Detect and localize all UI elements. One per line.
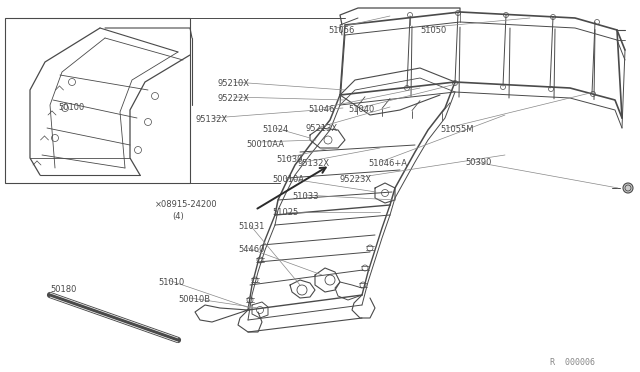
Text: 50010A: 50010A bbox=[272, 175, 304, 184]
Text: 51046+A: 51046+A bbox=[368, 159, 407, 168]
Text: (4): (4) bbox=[172, 212, 184, 221]
Text: 54460: 54460 bbox=[238, 245, 264, 254]
Text: 95132X: 95132X bbox=[196, 115, 228, 124]
Text: 95223X: 95223X bbox=[340, 175, 372, 184]
Text: R  000006: R 000006 bbox=[550, 358, 595, 367]
Text: 51010: 51010 bbox=[158, 278, 184, 287]
Text: 95213X: 95213X bbox=[306, 124, 338, 133]
Text: 51033: 51033 bbox=[292, 192, 319, 201]
Text: 50010AA: 50010AA bbox=[246, 140, 284, 149]
Text: 51056: 51056 bbox=[328, 26, 355, 35]
Text: ×08915-24200: ×08915-24200 bbox=[155, 200, 218, 209]
Text: 51025: 51025 bbox=[272, 208, 298, 217]
Ellipse shape bbox=[623, 183, 633, 193]
Text: 50100: 50100 bbox=[58, 103, 84, 112]
Text: 95222X: 95222X bbox=[218, 94, 250, 103]
Text: 51024: 51024 bbox=[262, 125, 288, 134]
Text: 51046: 51046 bbox=[308, 105, 334, 114]
Text: 95132X: 95132X bbox=[298, 159, 330, 168]
Bar bbox=[5, 18, 190, 183]
Text: 50010B: 50010B bbox=[178, 295, 210, 304]
Text: 95210X: 95210X bbox=[218, 79, 250, 88]
Text: 51050: 51050 bbox=[420, 26, 446, 35]
Text: 50180: 50180 bbox=[50, 285, 76, 294]
Text: 50390: 50390 bbox=[465, 158, 492, 167]
Text: 51031: 51031 bbox=[238, 222, 264, 231]
Text: 51055M: 51055M bbox=[440, 125, 474, 134]
Text: 51030: 51030 bbox=[276, 155, 302, 164]
Text: 51040: 51040 bbox=[348, 105, 374, 114]
